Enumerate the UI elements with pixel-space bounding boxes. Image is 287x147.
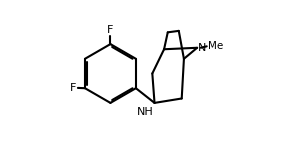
Text: F: F: [107, 25, 114, 35]
Text: F: F: [70, 83, 76, 93]
Text: NH: NH: [137, 107, 154, 117]
Text: Me: Me: [208, 41, 224, 51]
Text: N: N: [198, 43, 207, 53]
